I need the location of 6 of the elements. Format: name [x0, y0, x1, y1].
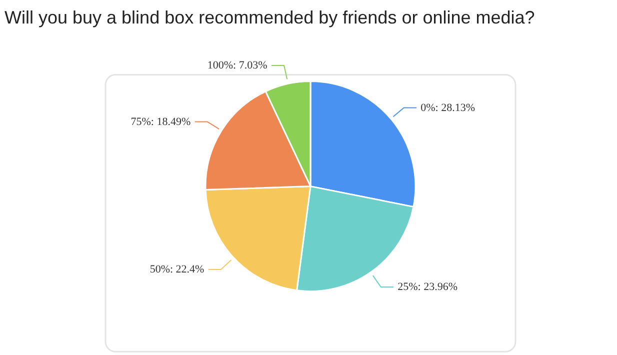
slice-label: 0%: 28.13%	[420, 102, 476, 114]
chart-title: Will you buy a blind box recommended by friends or online media?	[4, 8, 535, 28]
slice-label: 50%: 22.4%	[150, 263, 204, 276]
slice-label: 25%: 23.96%	[398, 280, 458, 293]
slice-label: 100%: 7.03%	[207, 60, 268, 72]
slice-label: 75%: 18.49%	[130, 116, 191, 128]
